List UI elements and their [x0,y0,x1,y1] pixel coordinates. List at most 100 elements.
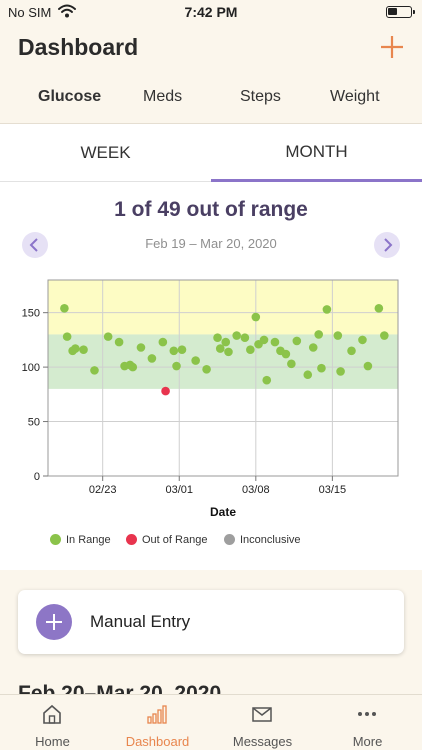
in-range-point [62,332,72,341]
page-header: Dashboard [0,24,422,72]
in-range-point [262,375,272,385]
wifi-icon [58,4,76,21]
in-range-point [292,336,302,346]
bottom-tab-bar: Home Dashboard Messages More [0,694,422,750]
battery-icon [386,6,415,18]
in-range-point [374,304,384,313]
in-range-point [281,349,291,359]
tab-meds[interactable]: Meds [143,88,183,105]
carrier-label: No SIM [8,5,52,20]
tab-week[interactable]: WEEK [80,143,131,162]
x-tick-label: 03/01 [165,484,193,496]
tab-steps[interactable]: Steps [240,88,281,105]
tab-glucose[interactable]: Glucose [38,88,102,105]
chevron-left-icon [29,238,38,252]
y-tick-label: 100 [22,362,40,374]
in-range-point [169,346,179,356]
in-range-point [114,337,124,347]
y-axis: 0 50 100 150 [22,308,48,483]
tab-dashboard[interactable]: Dashboard [105,695,210,750]
date-range: Feb 19 – Mar 20, 2020 [145,236,277,251]
y-tick-label: 0 [34,471,40,483]
chart-legend: In Range Out of Range Inconclusive [0,534,422,550]
glucose-summary-card: 1 of 49 out of range Feb 19 – Mar 20, 20… [0,182,422,570]
in-range-point [259,335,269,345]
in-range-point [71,344,80,353]
tab-dashboard-label: Dashboard [125,734,190,749]
in-range-point [202,364,211,374]
y-tick-label: 50 [28,417,40,429]
in-range-point [215,344,225,353]
in-range-point [128,362,138,372]
legend-inconclusive-label: Inconclusive [240,534,301,546]
y-tick-label: 150 [22,308,40,320]
in-range-point [158,337,168,347]
x-axis-label: Date [210,505,236,519]
in-range-point [287,359,296,369]
tab-weight[interactable]: Weight [330,88,380,105]
in-range-point [380,331,389,340]
data-points [60,304,389,396]
in-range-point [221,337,231,347]
next-period-button[interactable] [374,232,400,258]
in-range-point [90,366,99,375]
out-of-range-swatch [126,534,137,545]
chevron-right-icon [384,238,393,252]
in-range-point [103,332,113,341]
tab-home-label: Home [35,734,70,749]
add-button[interactable] [378,33,406,61]
in-range-point [270,337,280,347]
in-range-point [60,304,69,313]
page-title: Dashboard [18,34,139,60]
in-range-point [246,345,255,354]
status-time: 7:42 PM [184,4,238,20]
high-range-band [48,280,398,335]
inconclusive-swatch [224,534,235,545]
mail-icon [252,707,272,722]
plot-frame [47,279,399,477]
in-range-swatch [50,534,61,545]
in-range-point [213,333,222,343]
x-tick-label: 03/15 [319,484,347,496]
in-range-point [172,361,181,371]
in-range-point [303,370,313,380]
in-range-point [314,330,324,339]
in-range-point [363,361,373,371]
previous-period-button[interactable] [22,232,48,258]
glucose-scatter-chart: 0 50 100 150 02/23 03/01 03/08 03/15 Date [22,279,399,519]
tab-more[interactable]: More [315,695,420,750]
in-range-point [336,367,345,376]
legend-out-of-range: Out of Range [126,534,207,546]
tab-messages[interactable]: Messages [210,695,315,750]
manual-entry-button[interactable]: Manual Entry [18,590,404,654]
in-range-point [224,347,233,357]
period-selector: WEEK MONTH [0,124,422,182]
in-range-point [240,333,250,343]
more-icon [358,712,376,716]
legend-in-range: In Range [50,534,111,546]
in-range-point [251,312,261,322]
in-range-point [358,335,367,345]
metric-tabs: Glucose Meds Steps Weight [0,72,422,124]
home-icon [43,704,61,724]
status-bar: No SIM 7:42 PM [0,0,422,24]
in-range-point [308,343,318,352]
tab-home[interactable]: Home [0,695,105,750]
in-range-point [317,363,326,373]
manual-entry-label: Manual Entry [90,612,191,631]
in-range-point [347,346,356,356]
in-range-point [147,354,157,363]
x-tick-label: 03/08 [242,484,270,496]
out-of-range-summary: 1 of 49 out of range [114,198,308,221]
tab-messages-label: Messages [232,734,293,749]
legend-out-of-range-label: Out of Range [142,534,208,546]
tab-month[interactable]: MONTH [211,124,422,182]
in-range-point [191,356,200,365]
in-range-point [232,331,241,340]
legend-inconclusive: Inconclusive [224,534,301,546]
in-range-point [322,305,332,314]
add-entry-icon [36,604,72,640]
x-tick-label: 02/23 [89,484,117,496]
in-range-point [136,343,146,352]
in-range-point [79,345,88,354]
